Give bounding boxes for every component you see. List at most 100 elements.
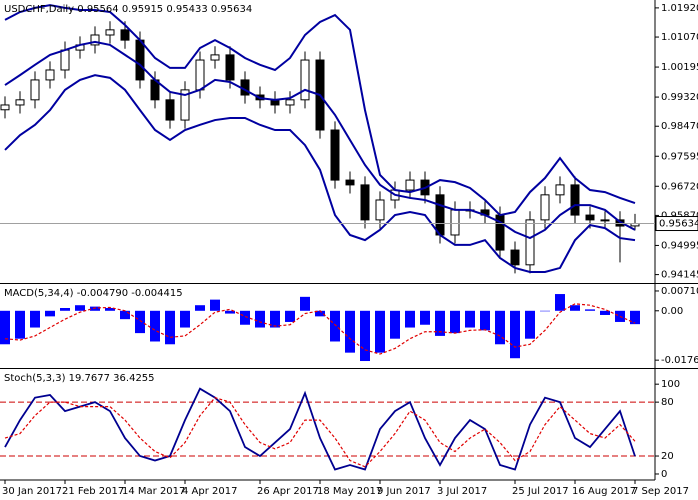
histogram-bar bbox=[435, 310, 445, 336]
series-line bbox=[4, 4, 636, 217]
x-tick-label: 14 Mar 2017 bbox=[122, 486, 185, 497]
candle-body bbox=[0, 104, 10, 111]
candle-body bbox=[120, 29, 130, 41]
series-line bbox=[4, 40, 636, 240]
y-tick-label: 20 bbox=[661, 451, 674, 462]
histogram-bar bbox=[45, 310, 55, 317]
candle-body bbox=[285, 99, 295, 106]
histogram-bar bbox=[285, 310, 295, 322]
y-tick-label: 0.97595 bbox=[661, 151, 698, 162]
x-tick-label: 9 Jun 2017 bbox=[377, 486, 431, 497]
current-price-box bbox=[655, 216, 698, 232]
candle-body bbox=[555, 184, 565, 196]
x-tick-label: 26 Apr 2017 bbox=[257, 486, 319, 497]
histogram-bar bbox=[390, 310, 400, 339]
histogram-bar bbox=[480, 310, 490, 331]
y-tick-label: 1.01070 bbox=[661, 32, 698, 43]
histogram-bar bbox=[360, 310, 370, 362]
candle-body bbox=[435, 194, 445, 236]
y-tick-label: 80 bbox=[661, 397, 674, 408]
histogram-bar bbox=[180, 310, 190, 328]
histogram-bar bbox=[135, 310, 145, 334]
candle-body bbox=[585, 214, 595, 221]
y-tick-label: -0.01769 bbox=[661, 355, 698, 366]
candle-body bbox=[525, 219, 535, 266]
x-tick-label: 3 Jul 2017 bbox=[437, 486, 487, 497]
histogram-bar bbox=[225, 310, 235, 314]
histogram-bar bbox=[60, 308, 70, 311]
candle-body bbox=[195, 59, 205, 91]
x-tick-label: 30 Jan 2017 bbox=[2, 486, 62, 497]
histogram-bar bbox=[405, 310, 415, 328]
candle-body bbox=[225, 54, 235, 81]
x-tick-label: 18 May 2017 bbox=[317, 486, 382, 497]
histogram-bar bbox=[570, 305, 580, 311]
x-tick-label: 7 Sep 2017 bbox=[632, 486, 689, 497]
candle-body bbox=[330, 129, 340, 181]
series-line bbox=[4, 387, 636, 471]
candle-body bbox=[90, 34, 100, 46]
histogram-bar bbox=[30, 310, 40, 328]
candle-body bbox=[450, 209, 460, 236]
candle-body bbox=[510, 249, 520, 266]
candle-body bbox=[210, 54, 220, 61]
histogram-bar bbox=[525, 310, 535, 339]
histogram-bar bbox=[600, 310, 610, 315]
candle-body bbox=[15, 99, 25, 106]
candle-body bbox=[105, 29, 115, 36]
histogram-bar bbox=[75, 305, 85, 311]
histogram-bar bbox=[555, 294, 565, 311]
histogram-bar bbox=[15, 310, 25, 339]
histogram-bar bbox=[300, 296, 310, 311]
histogram-bar bbox=[270, 310, 280, 328]
current-price-label: 0.95634 bbox=[659, 219, 698, 230]
histogram-bar bbox=[210, 299, 220, 311]
y-tick-label: 0.94145 bbox=[661, 270, 698, 281]
y-tick-label: 0.94995 bbox=[661, 240, 698, 251]
histogram-bar bbox=[375, 310, 385, 353]
histogram-bar bbox=[240, 310, 250, 325]
candle-body bbox=[405, 179, 415, 191]
histogram-bar bbox=[150, 310, 160, 342]
candle-body bbox=[570, 184, 580, 216]
histogram-bar bbox=[585, 309, 595, 311]
candle-body bbox=[45, 69, 55, 81]
histogram-bar bbox=[540, 310, 550, 312]
series-line bbox=[4, 74, 636, 274]
histogram-bar bbox=[105, 308, 115, 311]
y-tick-label: 1.00195 bbox=[661, 62, 698, 73]
candle-body bbox=[30, 79, 40, 101]
candle-body bbox=[135, 39, 145, 81]
histogram-bar bbox=[630, 310, 640, 325]
histogram-bar bbox=[465, 310, 475, 328]
histogram-bar bbox=[315, 310, 325, 317]
histogram-bar bbox=[330, 310, 340, 342]
histogram-bar bbox=[120, 310, 130, 320]
histogram-bar bbox=[345, 310, 355, 353]
candle-body bbox=[540, 194, 550, 221]
series-line bbox=[4, 303, 636, 355]
histogram-bar bbox=[0, 310, 10, 345]
histogram-bar bbox=[255, 310, 265, 328]
histogram-bar bbox=[165, 310, 175, 345]
y-tick-label: 0.00 bbox=[661, 306, 683, 317]
histogram-bar bbox=[510, 310, 520, 359]
histogram-bar bbox=[420, 310, 430, 325]
x-tick-label: 21 Feb 2017 bbox=[62, 486, 124, 497]
candle-body bbox=[360, 184, 370, 221]
x-tick-label: 25 Jul 2017 bbox=[512, 486, 569, 497]
y-tick-label: 100 bbox=[661, 379, 680, 390]
panel-title: USDCHF,Daily 0.95564 0.95915 0.95433 0.9… bbox=[4, 4, 252, 15]
candle-body bbox=[300, 59, 310, 101]
histogram-bar bbox=[90, 306, 100, 311]
candle-body bbox=[165, 99, 175, 121]
y-tick-label: 1.01920 bbox=[661, 3, 698, 14]
y-tick-label: 0 bbox=[661, 469, 667, 480]
candle-body bbox=[600, 219, 610, 222]
y-tick-label: 0.007103 bbox=[661, 286, 698, 297]
x-tick-label: 16 Aug 2017 bbox=[572, 486, 636, 497]
